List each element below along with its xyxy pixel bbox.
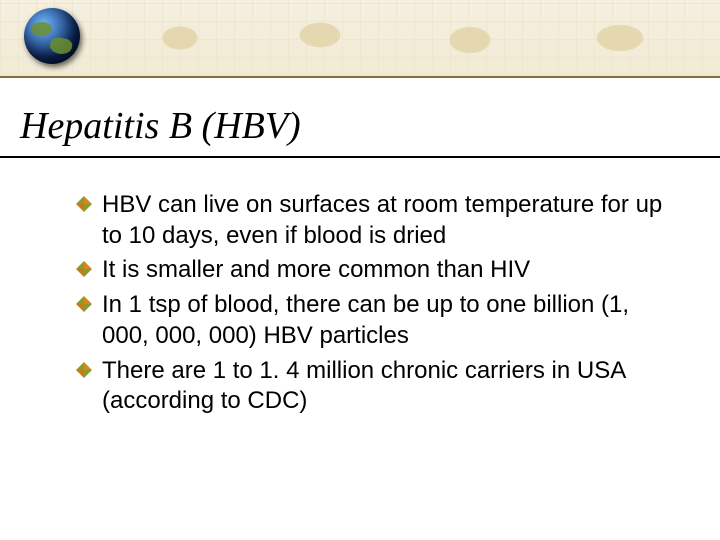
list-item: There are 1 to 1. 4 million chronic carr… xyxy=(76,356,680,417)
list-item-text: It is smaller and more common than HIV xyxy=(102,256,530,283)
slide-title: Hepatitis B (HBV) xyxy=(20,104,301,148)
title-underline xyxy=(0,156,720,158)
list-item-text: HBV can live on surfaces at room tempera… xyxy=(102,191,662,249)
banner xyxy=(0,0,720,78)
diamond-bullet-icon xyxy=(76,261,92,277)
list-item: It is smaller and more common than HIV xyxy=(76,255,680,286)
bullet-list: HBV can live on surfaces at room tempera… xyxy=(76,190,680,421)
slide: Hepatitis B (HBV) HBV can live on surfac… xyxy=(0,0,720,540)
list-item-text: There are 1 to 1. 4 million chronic carr… xyxy=(102,357,625,415)
list-item: HBV can live on surfaces at room tempera… xyxy=(76,190,680,251)
diamond-bullet-icon xyxy=(76,296,92,312)
diamond-bullet-icon xyxy=(76,362,92,378)
diamond-bullet-icon xyxy=(76,196,92,212)
list-item-text: In 1 tsp of blood, there can be up to on… xyxy=(102,291,629,349)
banner-map-background xyxy=(0,0,720,76)
globe-icon xyxy=(24,8,80,64)
list-item: In 1 tsp of blood, there can be up to on… xyxy=(76,290,680,351)
